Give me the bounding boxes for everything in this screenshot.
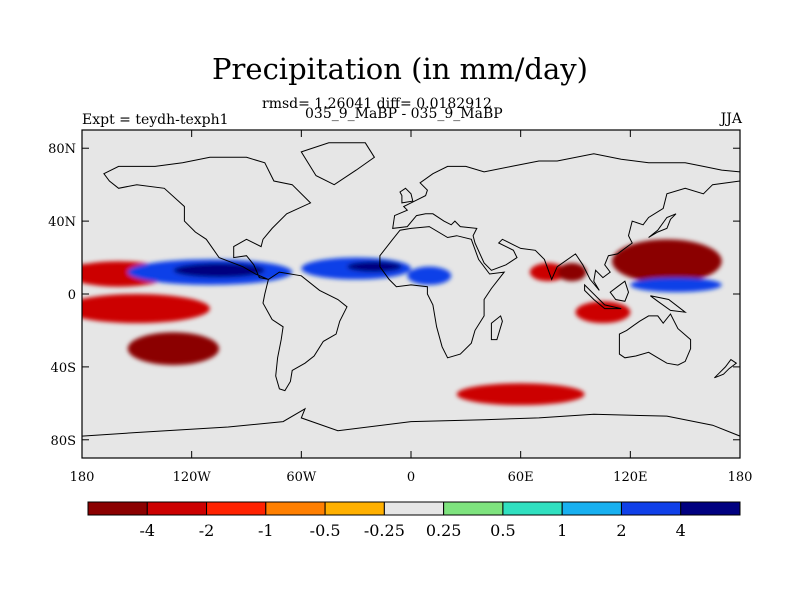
coastline-sumatra-java <box>584 283 622 310</box>
coastline-antarctica <box>82 407 740 458</box>
x-tick-label: 180 <box>70 470 95 485</box>
colorbar-label: 4 <box>676 521 686 540</box>
chart-subtitle: 035_9_MaBP - 035_9_MaBP <box>305 106 503 122</box>
colorbar-label: 1 <box>557 521 567 540</box>
x-tick-label: 60E <box>508 470 534 485</box>
x-tick-label: 120W <box>173 470 212 485</box>
field-region-south-pacific-dry-tongue <box>127 332 220 366</box>
colorbar-label: 2 <box>616 521 626 540</box>
field-region-north-atlantic-wet-core <box>347 261 402 273</box>
coastline-new-zealand <box>714 358 738 379</box>
coastline-eurasia <box>392 153 740 291</box>
field-region-west-pacific-wet <box>630 277 722 293</box>
coastline-south-america <box>262 271 348 392</box>
colorbar-label: -0.25 <box>364 521 405 540</box>
coastlines <box>82 142 740 458</box>
colorbar-box <box>561 501 622 516</box>
colorbar-box <box>620 501 682 516</box>
plot-background <box>82 130 740 458</box>
coastline-north-america <box>103 156 312 280</box>
x-tick-label: 180 <box>728 470 753 485</box>
coastline-africa <box>379 226 506 359</box>
colorbar-box <box>383 501 445 516</box>
season-label: JJA <box>720 111 742 127</box>
coastline-madagascar <box>490 315 503 341</box>
colorbar: -4 -2 -1 -0.5 -0.25 0.25 0.5 1 2 4 <box>87 501 741 540</box>
experiment-label: Expt = teydh-texph1 <box>82 112 229 128</box>
x-tick-label: 120E <box>613 470 647 485</box>
colorbar-label: -0.5 <box>310 521 341 540</box>
field-region-maritime-dry <box>575 301 631 324</box>
coastline-greenland <box>300 142 376 186</box>
precipitation-field <box>82 239 722 406</box>
coastline-borneo <box>609 280 630 302</box>
colorbar-box <box>324 501 385 516</box>
colorbar-label: -4 <box>139 521 155 540</box>
field-region-itcz-pacific-wet-core <box>173 263 265 278</box>
field-region-africa-wet <box>407 266 452 285</box>
y-tick-label: 40S <box>51 361 76 376</box>
field-region-southern-ocean-dry <box>456 383 585 406</box>
colorbar-box <box>146 501 208 516</box>
colorbar-box <box>502 501 563 516</box>
colorbar-box <box>680 501 741 516</box>
y-tick-label: 0 <box>68 288 76 303</box>
coastline-uk <box>399 187 414 204</box>
colorbar-label: -1 <box>258 521 274 540</box>
field-region-south-pacific-dry-band <box>82 294 210 324</box>
y-tick-label: 40N <box>48 215 76 230</box>
colorbar-label: 0.25 <box>426 521 462 540</box>
colorbar-label: -2 <box>199 521 215 540</box>
chart-title: Precipitation (in mm/day) <box>212 52 588 86</box>
x-tick-label: 0 <box>407 470 415 485</box>
colorbar-box <box>265 501 326 516</box>
colorbar-box <box>443 501 504 516</box>
colorbar-box <box>206 501 267 516</box>
coastline-japan <box>648 213 677 238</box>
field-region-west-pacific-dry <box>612 239 722 284</box>
y-tick-label: 80S <box>51 434 76 449</box>
coastline-new-guinea <box>650 295 687 313</box>
axis-ticks: 180 120W 60W 0 60E 120E 180 80N 40N 0 40S 80S <box>48 130 752 485</box>
stats-text: rmsd= 1.26041 diff= 0.0182912 <box>262 96 492 112</box>
colorbar-box <box>87 501 148 516</box>
x-tick-label: 60W <box>286 470 317 485</box>
coastline-australia <box>618 313 692 366</box>
y-tick-label: 80N <box>48 142 76 157</box>
colorbar-label: 0.5 <box>490 521 515 540</box>
field-region-india-dry <box>557 263 587 282</box>
